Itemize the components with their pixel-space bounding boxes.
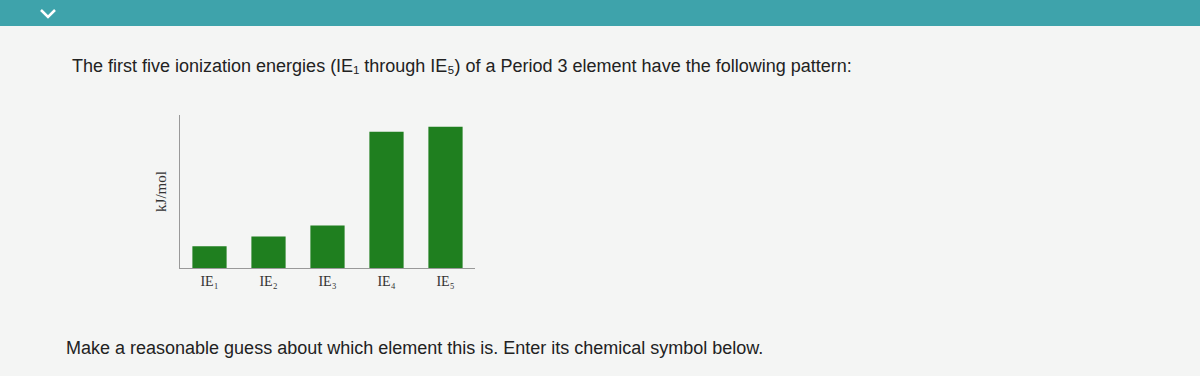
html-text:Make a reasonable guess about: Make a reasonable guess about which elem… <box>66 338 764 358</box>
svg-text:IE₃: IE₃ <box>318 274 336 289</box>
svg-text:IE₄: IE₄ <box>377 274 395 289</box>
svg-text:IE₁: IE₁ <box>200 274 218 289</box>
html-text:The first five ionization ener: The first five ionization energies (IE₁ … <box>72 56 852 76</box>
svg-text:IE₂: IE₂ <box>259 274 277 289</box>
svg-text:IE₅: IE₅ <box>436 274 454 289</box>
svg-text:kJ/mol: kJ/mol <box>153 171 169 212</box>
